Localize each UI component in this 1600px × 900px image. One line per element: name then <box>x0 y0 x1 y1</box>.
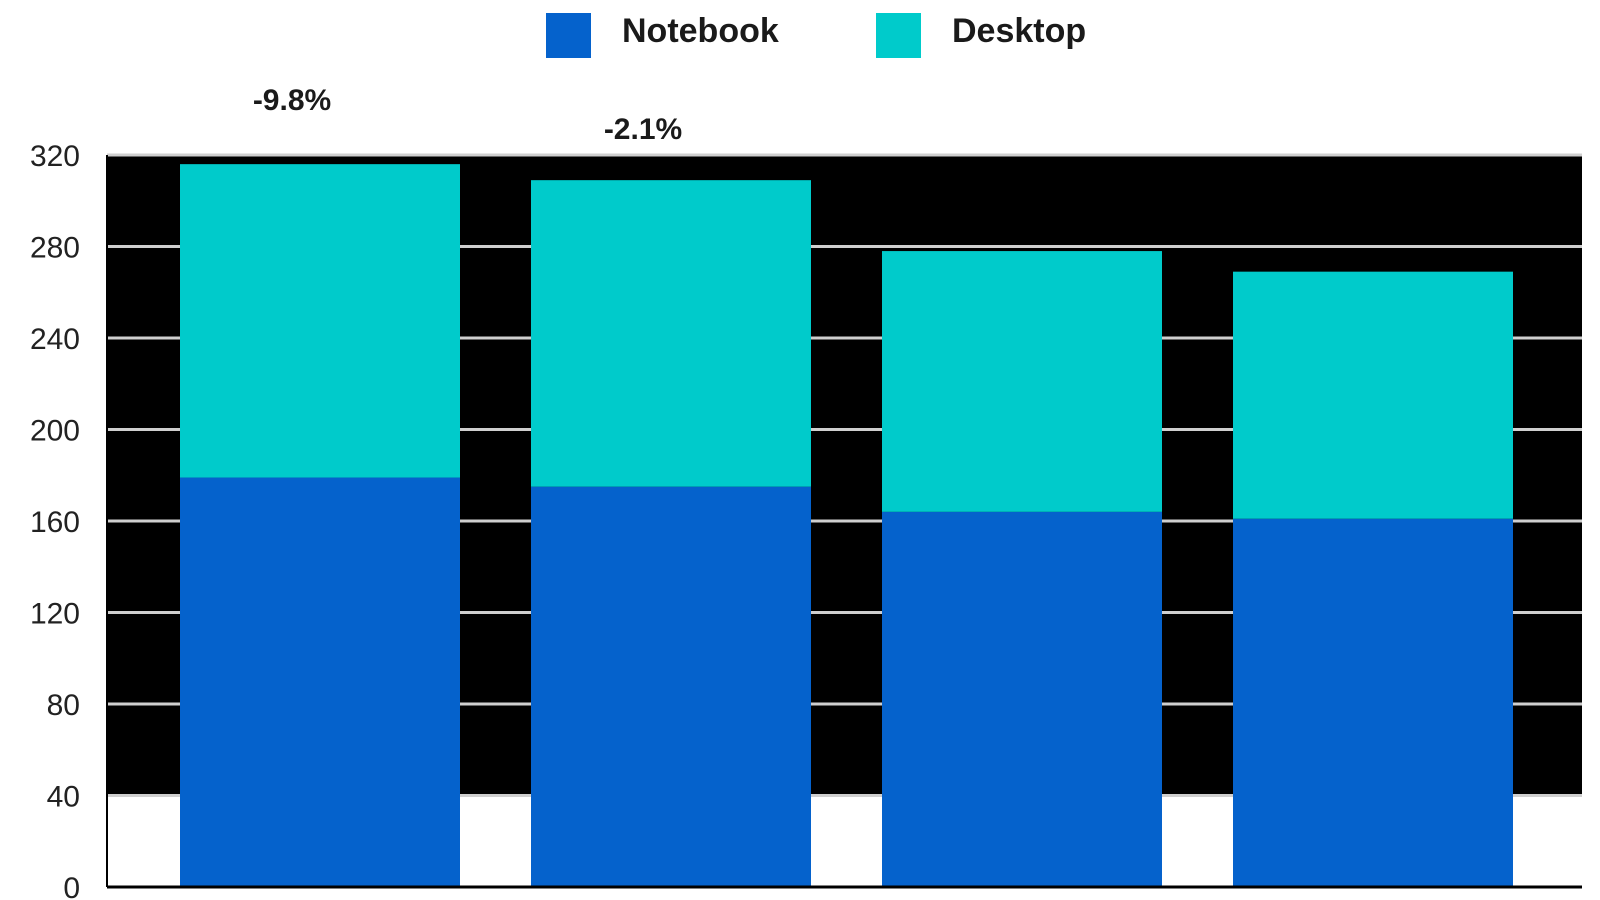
bar-notebook-1 <box>531 486 811 887</box>
chart-annotations: -9.8% -2.1% <box>253 84 682 146</box>
bar-notebook-2 <box>882 511 1162 887</box>
bar-annotation: -9.8% <box>253 84 331 117</box>
y-tick-label: 80 <box>47 689 80 722</box>
y-tick-label: 0 <box>63 872 80 900</box>
y-axis: 0 40 80 120 160 200 240 280 320 <box>30 140 1582 900</box>
y-tick-label: 240 <box>30 323 80 356</box>
legend-swatch-desktop <box>876 13 921 58</box>
bar-notebook-3 <box>1233 518 1513 887</box>
bar-desktop-0 <box>180 164 460 478</box>
y-tick-label: 320 <box>30 140 80 173</box>
y-tick-label: 40 <box>47 781 80 814</box>
bar-notebook-0 <box>180 477 460 887</box>
bar-annotation: -2.1% <box>604 113 682 146</box>
y-tick-label: 280 <box>30 232 80 265</box>
y-tick-label: 160 <box>30 506 80 539</box>
bar-desktop-3 <box>1233 271 1513 519</box>
bar-desktop-2 <box>882 251 1162 512</box>
bar-desktop-1 <box>531 180 811 487</box>
legend-label-desktop: Desktop <box>952 12 1086 50</box>
y-tick-label: 120 <box>30 598 80 631</box>
chart-legend: Notebook Desktop <box>546 12 1086 58</box>
plot-area <box>107 153 1582 887</box>
legend-label-notebook: Notebook <box>622 12 779 50</box>
legend-swatch-notebook <box>546 13 591 58</box>
y-tick-label: 200 <box>30 415 80 448</box>
